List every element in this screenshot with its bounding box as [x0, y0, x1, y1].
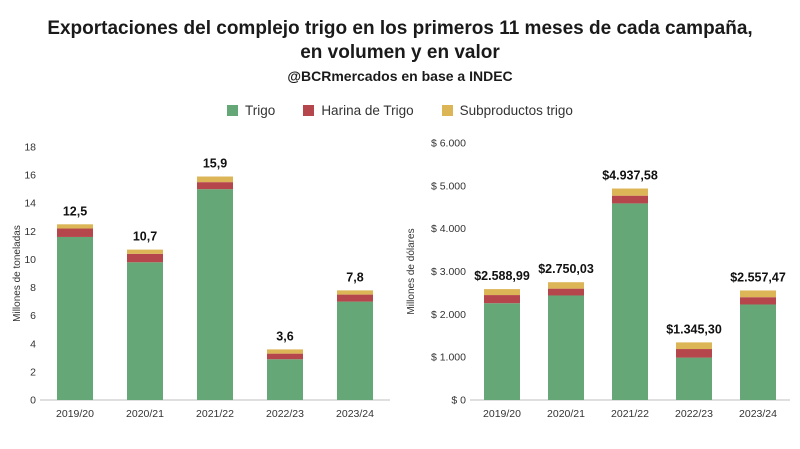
y-tick-label-0-0: 0	[30, 395, 36, 407]
x-tick-label-1-1: 2020/21	[547, 408, 585, 420]
legend: Trigo Harina de Trigo Subproductos trigo	[0, 103, 800, 118]
bar-0-2-1	[197, 182, 233, 190]
bar-1-3-2	[676, 342, 712, 350]
y-tick-label-1-5: $ 5.000	[431, 180, 466, 192]
data-label-1-2: $4.937,58	[602, 169, 658, 183]
bar-0-3-0	[267, 359, 303, 400]
y-tick-label-1-4: $ 4.000	[431, 223, 466, 235]
bar-0-2-0	[197, 189, 233, 400]
bar-1-2-1	[612, 195, 648, 204]
bar-1-4-1	[740, 297, 776, 305]
bar-1-3-1	[676, 349, 712, 358]
bar-1-2-2	[612, 188, 648, 196]
bar-0-0-1	[57, 228, 93, 237]
chart-source: @BCRmercados en base a INDEC	[287, 68, 513, 84]
bar-1-1-0	[548, 295, 584, 400]
bar-1-4-0	[740, 304, 776, 400]
x-tick-label-1-2: 2021/22	[611, 408, 649, 420]
y-tick-label-0-1: 2	[30, 366, 36, 378]
x-tick-label-0-0: 2019/20	[56, 408, 94, 420]
data-label-0-0: 12,5	[63, 204, 87, 218]
chart-title-line2: en volumen y en valor	[300, 42, 500, 63]
y-tick-label-0-4: 8	[30, 282, 36, 294]
data-label-0-3: 3,6	[276, 329, 293, 343]
y-tick-label-0-8: 16	[24, 170, 36, 182]
y-tick-label-0-7: 14	[24, 198, 36, 210]
bar-0-0-2	[57, 224, 93, 229]
y-tick-label-1-2: $ 2.000	[431, 309, 466, 321]
bar-1-1-2	[548, 282, 584, 289]
bar-0-3-2	[267, 349, 303, 354]
bar-1-3-0	[676, 357, 712, 400]
x-tick-label-0-2: 2021/22	[196, 408, 234, 420]
data-label-0-2: 15,9	[203, 157, 227, 171]
y-tick-label-1-1: $ 1.000	[431, 352, 466, 364]
bar-0-3-1	[267, 353, 303, 360]
legend-swatch-subproductos	[441, 105, 453, 116]
y-tick-label-0-6: 12	[24, 226, 36, 238]
y-tick-label-0-9: 18	[24, 142, 36, 154]
legend-label-trigo: Trigo	[245, 103, 276, 118]
bar-1-0-1	[484, 295, 520, 304]
bar-0-1-1	[127, 253, 163, 263]
x-tick-label-1-3: 2022/23	[675, 408, 713, 420]
legend-item-subproductos: Subproductos trigo	[441, 103, 573, 118]
data-label-1-1: $2.750,03	[538, 262, 594, 276]
y-tick-label-1-6: $ 6.000	[431, 138, 466, 150]
legend-item-harina: Harina de Trigo	[303, 103, 414, 118]
y-axis-label-1: Millones de dólares	[406, 228, 417, 314]
y-tick-label-1-0: $ 0	[451, 395, 466, 407]
chart-title: Exportaciones del complejo trigo en los …	[47, 18, 753, 39]
y-tick-label-0-5: 10	[24, 254, 36, 266]
y-tick-label-0-3: 6	[30, 310, 36, 322]
bar-0-4-0	[337, 301, 373, 400]
y-tick-label-1-3: $ 3.000	[431, 266, 466, 278]
legend-item-trigo: Trigo	[227, 103, 275, 118]
bar-0-1-2	[127, 249, 163, 254]
bar-0-2-2	[197, 176, 233, 183]
y-axis-label-0: Millones de toneladas	[12, 225, 23, 322]
y-tick-label-0-2: 4	[30, 338, 36, 350]
bar-1-0-0	[484, 303, 520, 400]
data-label-0-1: 10,7	[133, 230, 157, 244]
bar-1-0-2	[484, 289, 520, 296]
data-label-1-3: $1.345,30	[666, 322, 722, 336]
legend-label-harina: Harina de Trigo	[321, 103, 414, 118]
bar-1-4-2	[740, 290, 776, 298]
data-label-1-0: $2.588,99	[474, 269, 530, 283]
legend-swatch-trigo	[227, 105, 239, 116]
x-tick-label-1-0: 2019/20	[483, 408, 521, 420]
x-tick-label-0-1: 2020/21	[126, 408, 164, 420]
legend-swatch-harina	[303, 105, 315, 116]
bar-0-4-2	[337, 290, 373, 295]
bar-0-1-0	[127, 262, 163, 400]
x-tick-label-0-4: 2023/24	[336, 408, 374, 420]
legend-label-subproductos: Subproductos trigo	[459, 103, 573, 118]
bar-1-2-0	[612, 203, 648, 400]
data-label-1-4: $2.557,47	[730, 270, 786, 284]
data-label-0-4: 7,8	[346, 270, 363, 284]
x-tick-label-1-4: 2023/24	[739, 408, 777, 420]
bar-0-4-1	[337, 294, 373, 302]
bar-1-1-1	[548, 288, 584, 296]
x-tick-label-0-3: 2022/23	[266, 408, 304, 420]
bar-0-0-0	[57, 236, 93, 400]
